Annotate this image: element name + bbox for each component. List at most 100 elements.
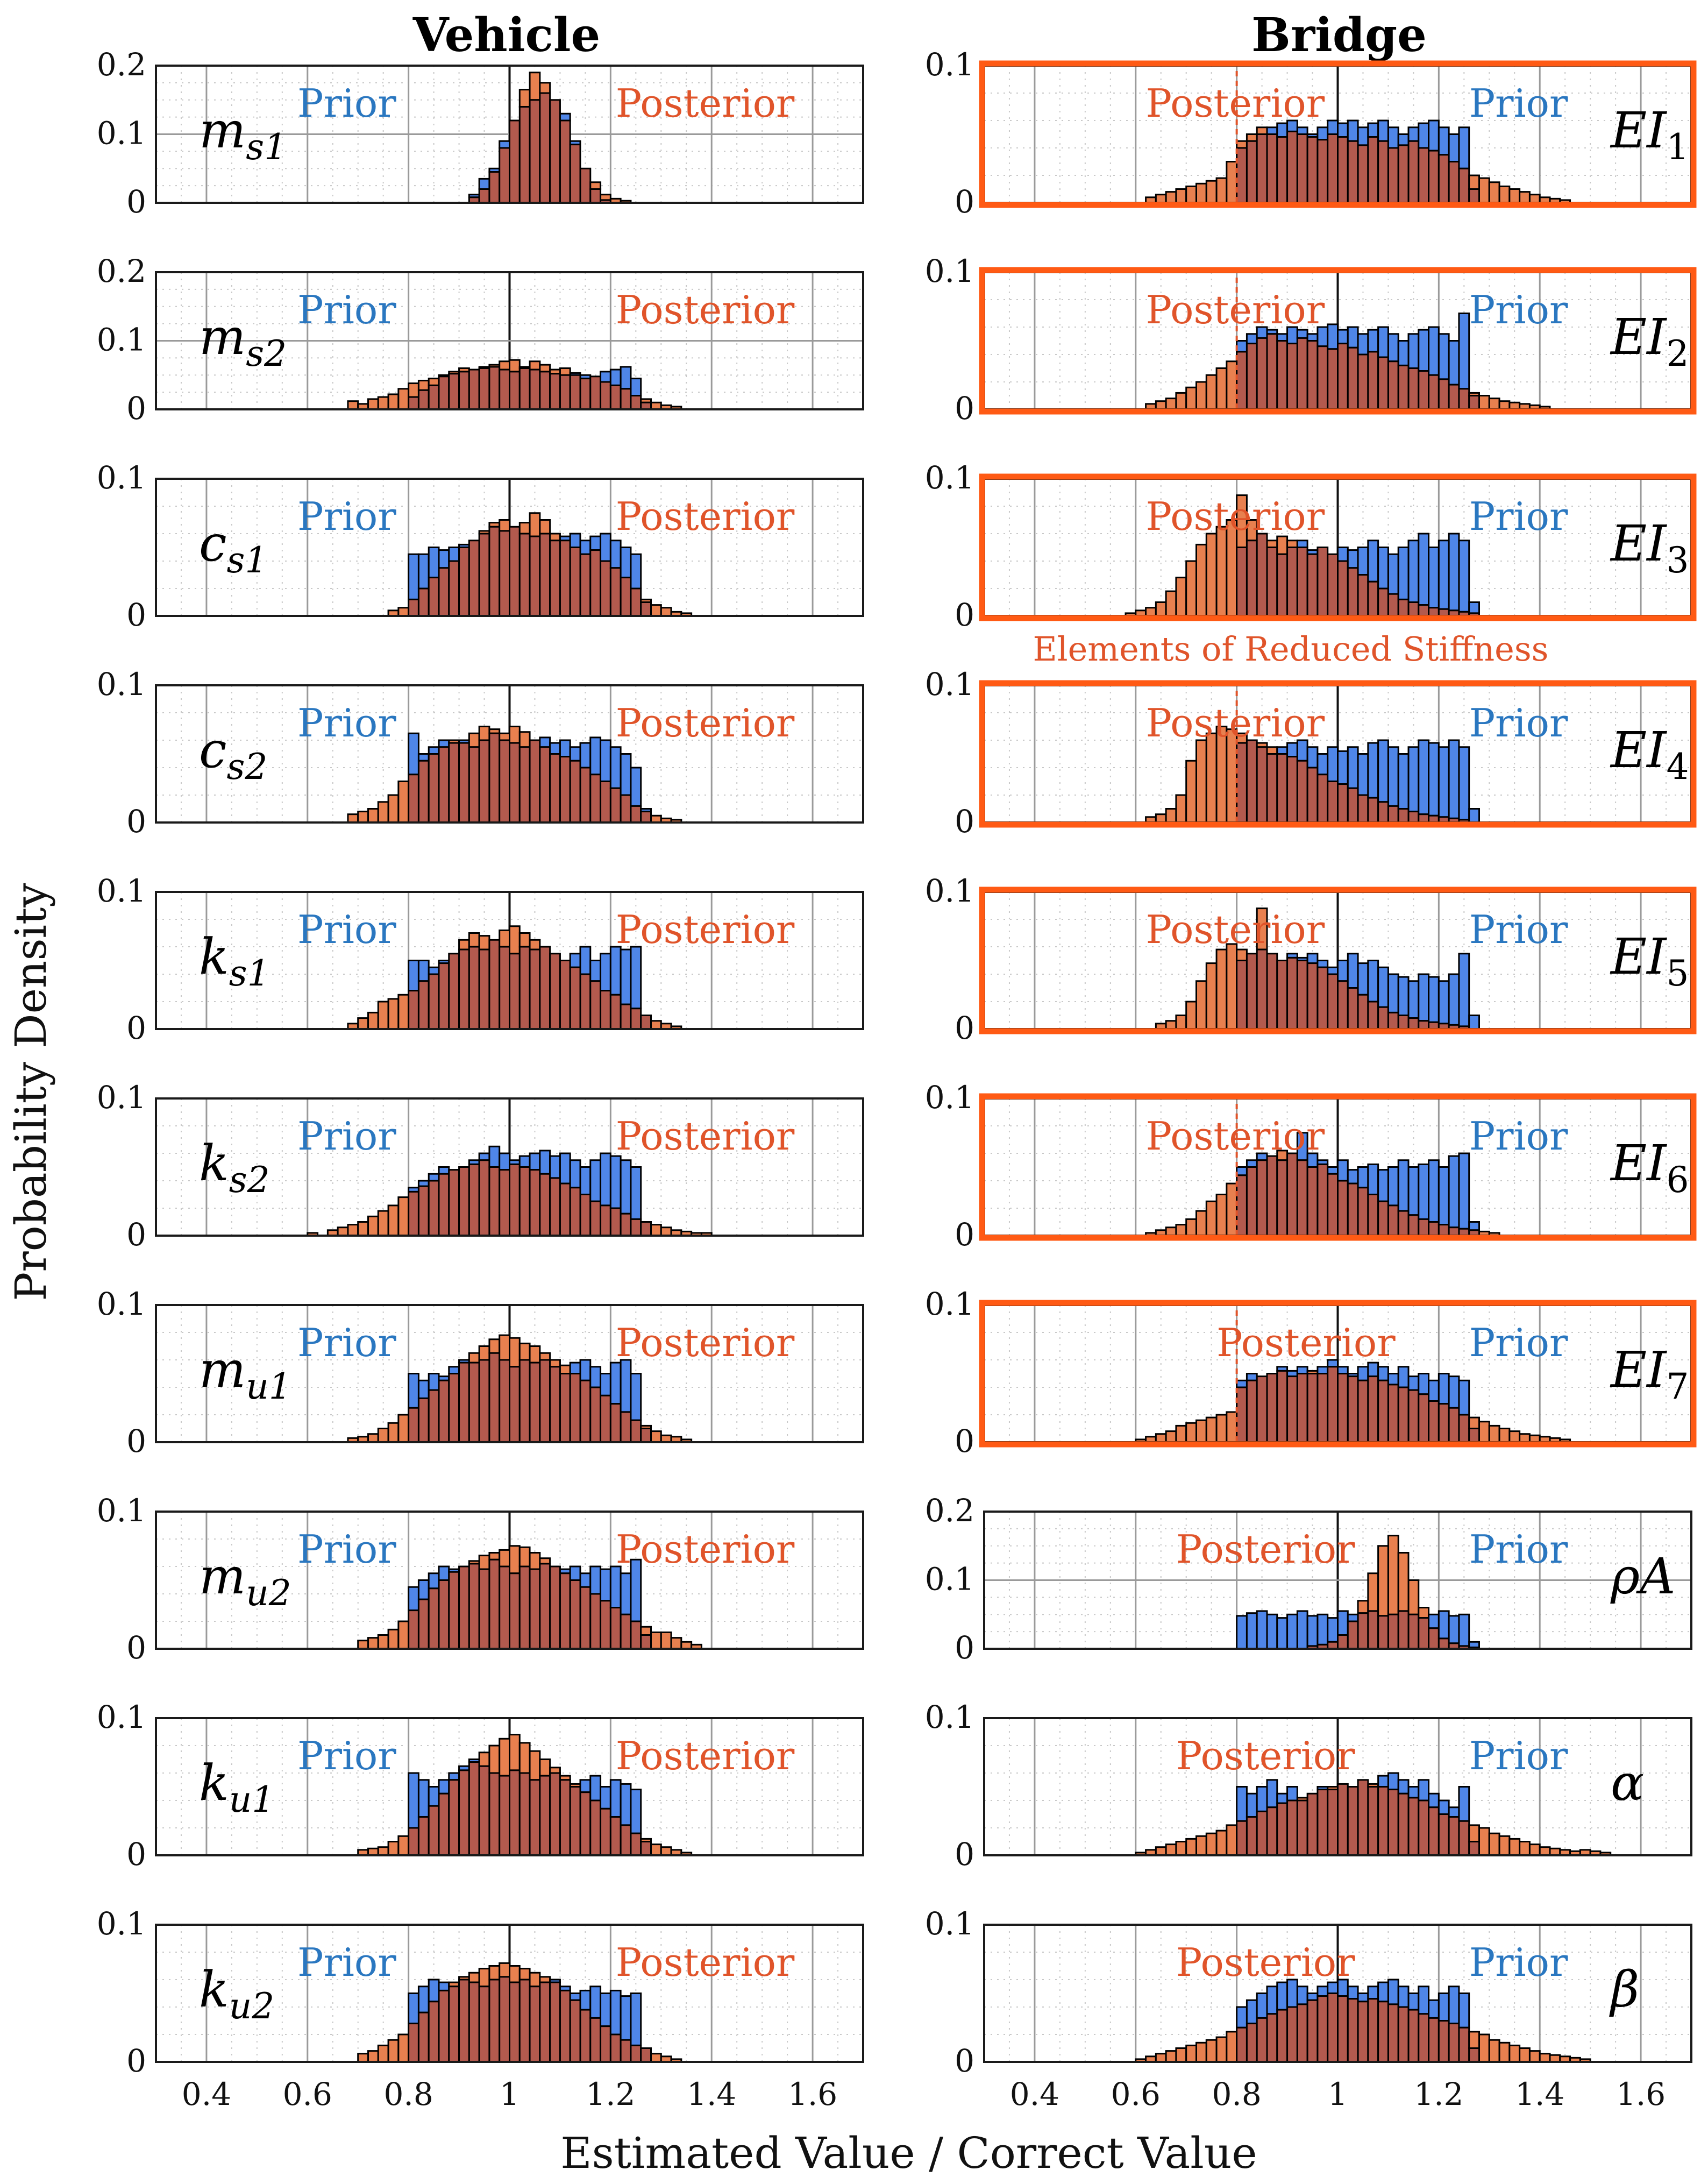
prior-bar xyxy=(1316,960,1329,968)
posterior-bar xyxy=(1226,2031,1238,2063)
prior-bar xyxy=(1437,1799,1450,1815)
overlap-bar xyxy=(1246,953,1258,1030)
prior-bar xyxy=(1458,540,1470,613)
prior-bar xyxy=(1407,540,1420,603)
y-axis-label: Probability Density xyxy=(6,883,56,1301)
overlap-bar xyxy=(600,1204,611,1237)
overlap-bar xyxy=(1448,1816,1460,1856)
posterior-bar xyxy=(1528,2050,1541,2063)
prior-bar xyxy=(1437,1166,1450,1226)
overlap-bar xyxy=(579,378,592,410)
prior-bar xyxy=(1276,1617,1289,1650)
overlap-bar xyxy=(509,1769,521,1856)
prior-bar xyxy=(1387,1166,1399,1207)
prior-bar xyxy=(569,1159,581,1189)
overlap-bar xyxy=(468,540,480,617)
posterior-bar xyxy=(1195,381,1207,410)
posterior-bar xyxy=(1266,746,1278,755)
prior-bar xyxy=(589,736,602,776)
prior-bar xyxy=(1448,1155,1460,1229)
posterior-bar xyxy=(387,1422,400,1443)
overlap-bar xyxy=(428,1587,440,1650)
prior-bar xyxy=(609,540,622,569)
y-tick-label: 0 xyxy=(126,183,146,220)
overlap-bar xyxy=(1327,1173,1339,1237)
prior-bar xyxy=(1428,1999,1440,2019)
prior-bar xyxy=(1397,1986,1410,2008)
overlap-bar xyxy=(438,1989,450,2063)
prior-bar xyxy=(1286,1613,1298,1650)
prior-bar xyxy=(630,946,642,1010)
overlap-bar xyxy=(1246,1816,1258,1856)
y-tick-label: 0 xyxy=(126,2043,146,2079)
y-tick-label: 0 xyxy=(126,390,146,427)
prior-bar xyxy=(417,1579,430,1600)
overlap-bar xyxy=(1437,1224,1450,1237)
overlap-bar xyxy=(569,1786,581,1856)
overlap-bar xyxy=(1468,188,1481,204)
overlap-bar xyxy=(1357,1779,1369,1856)
prior-label: Prior xyxy=(1469,1114,1568,1159)
overlap-bar xyxy=(579,2009,592,2063)
overlap-bar xyxy=(589,1386,602,1443)
posterior-bar xyxy=(1185,2044,1198,2063)
prior-bar xyxy=(438,1779,450,1795)
panel-frame xyxy=(155,891,864,1030)
overlap-bar xyxy=(1246,343,1258,410)
overlap-bar xyxy=(529,1169,541,1237)
posterior-bar xyxy=(509,1545,521,1575)
parameter-label: EI2 xyxy=(1610,308,1689,374)
overlap-bar xyxy=(417,980,430,1030)
overlap-bar xyxy=(600,990,611,1030)
prior-bar xyxy=(438,1166,450,1175)
posterior-bar xyxy=(478,1555,490,1570)
overlap-bar xyxy=(1337,1783,1349,1856)
prior-bar xyxy=(589,1986,602,2019)
overlap-bar xyxy=(499,1976,511,2063)
overlap-bar xyxy=(1306,1999,1319,2063)
overlap-bar xyxy=(1387,593,1399,617)
prior-bar xyxy=(1296,126,1308,135)
posterior-bar xyxy=(518,1546,531,1568)
y-tick-label: 0.2 xyxy=(925,1492,974,1529)
overlap-bar xyxy=(640,2047,652,2063)
overlap-bar xyxy=(1468,2047,1481,2063)
posterior-bar xyxy=(397,2033,410,2063)
prior-bar xyxy=(1236,1615,1248,1650)
overlap-bar xyxy=(458,948,470,1030)
y-tick-label: 0.1 xyxy=(97,1905,146,1942)
posterior-label: Posterior xyxy=(616,1733,795,1778)
posterior-label: Posterior xyxy=(1146,287,1325,332)
overlap-bar xyxy=(1428,1806,1440,1856)
overlap-bar xyxy=(1296,337,1308,410)
prior-bar xyxy=(600,1152,611,1207)
posterior-bar xyxy=(1165,1020,1177,1030)
highlight-frame xyxy=(979,60,1697,208)
panel-EI4: 0 0.1 Prior Posterior EI4 xyxy=(925,666,1697,840)
posterior-label: Posterior xyxy=(1176,1733,1355,1778)
posterior-bar xyxy=(367,1215,379,1237)
prior-bar xyxy=(1387,1979,1399,2005)
overlap-bar xyxy=(1286,2006,1298,2063)
prior-bar xyxy=(1448,973,1460,1026)
overlap-bar xyxy=(589,980,602,1030)
overlap-bar xyxy=(1458,1820,1470,1856)
prior-bar xyxy=(417,1986,430,2013)
overlap-bar xyxy=(1286,1375,1298,1443)
overlap-bar xyxy=(589,188,602,204)
posterior-bar xyxy=(1205,533,1218,617)
overlap-bar xyxy=(1256,1810,1268,1856)
posterior-bar xyxy=(1478,2033,1490,2063)
overlap-bar xyxy=(509,1572,521,1650)
overlap-bar xyxy=(1266,1806,1278,1856)
posterior-bar xyxy=(1205,732,1218,824)
posterior-bar xyxy=(1185,1218,1198,1237)
overlap-bar xyxy=(549,99,561,204)
x-axis-label: Estimated Value / Correct Value xyxy=(560,2128,1257,2178)
overlap-bar xyxy=(408,990,419,1030)
overlap-bar xyxy=(1306,1373,1319,1443)
prior-bar xyxy=(408,1992,419,2025)
posterior-bar xyxy=(387,998,400,1030)
prior-bar xyxy=(529,1152,541,1171)
overlap-bar xyxy=(1377,1786,1389,1856)
